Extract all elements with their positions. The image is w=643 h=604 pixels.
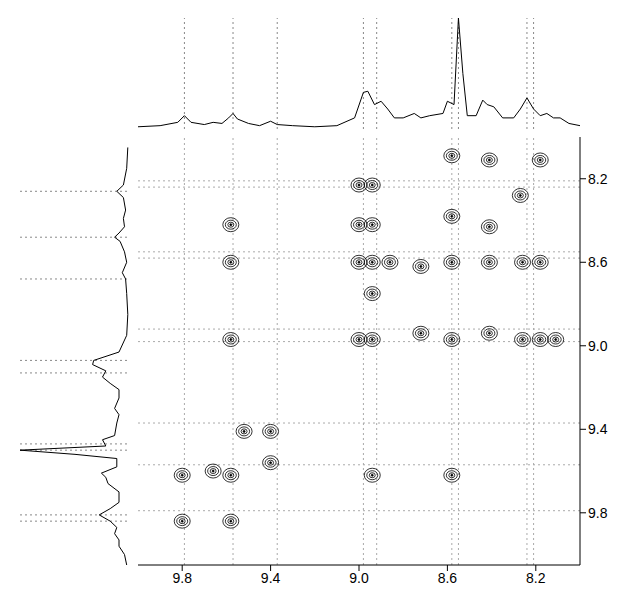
svg-text:8.6: 8.6 <box>438 570 458 586</box>
svg-text:9.0: 9.0 <box>349 570 369 586</box>
svg-text:8.2: 8.2 <box>588 171 608 187</box>
svg-text:9.4: 9.4 <box>588 421 608 437</box>
svg-text:9.8: 9.8 <box>588 505 608 521</box>
svg-text:9.0: 9.0 <box>588 338 608 354</box>
svg-text:9.8: 9.8 <box>172 570 192 586</box>
svg-text:8.2: 8.2 <box>526 570 546 586</box>
svg-text:8.6: 8.6 <box>588 254 608 270</box>
svg-text:9.4: 9.4 <box>261 570 281 586</box>
